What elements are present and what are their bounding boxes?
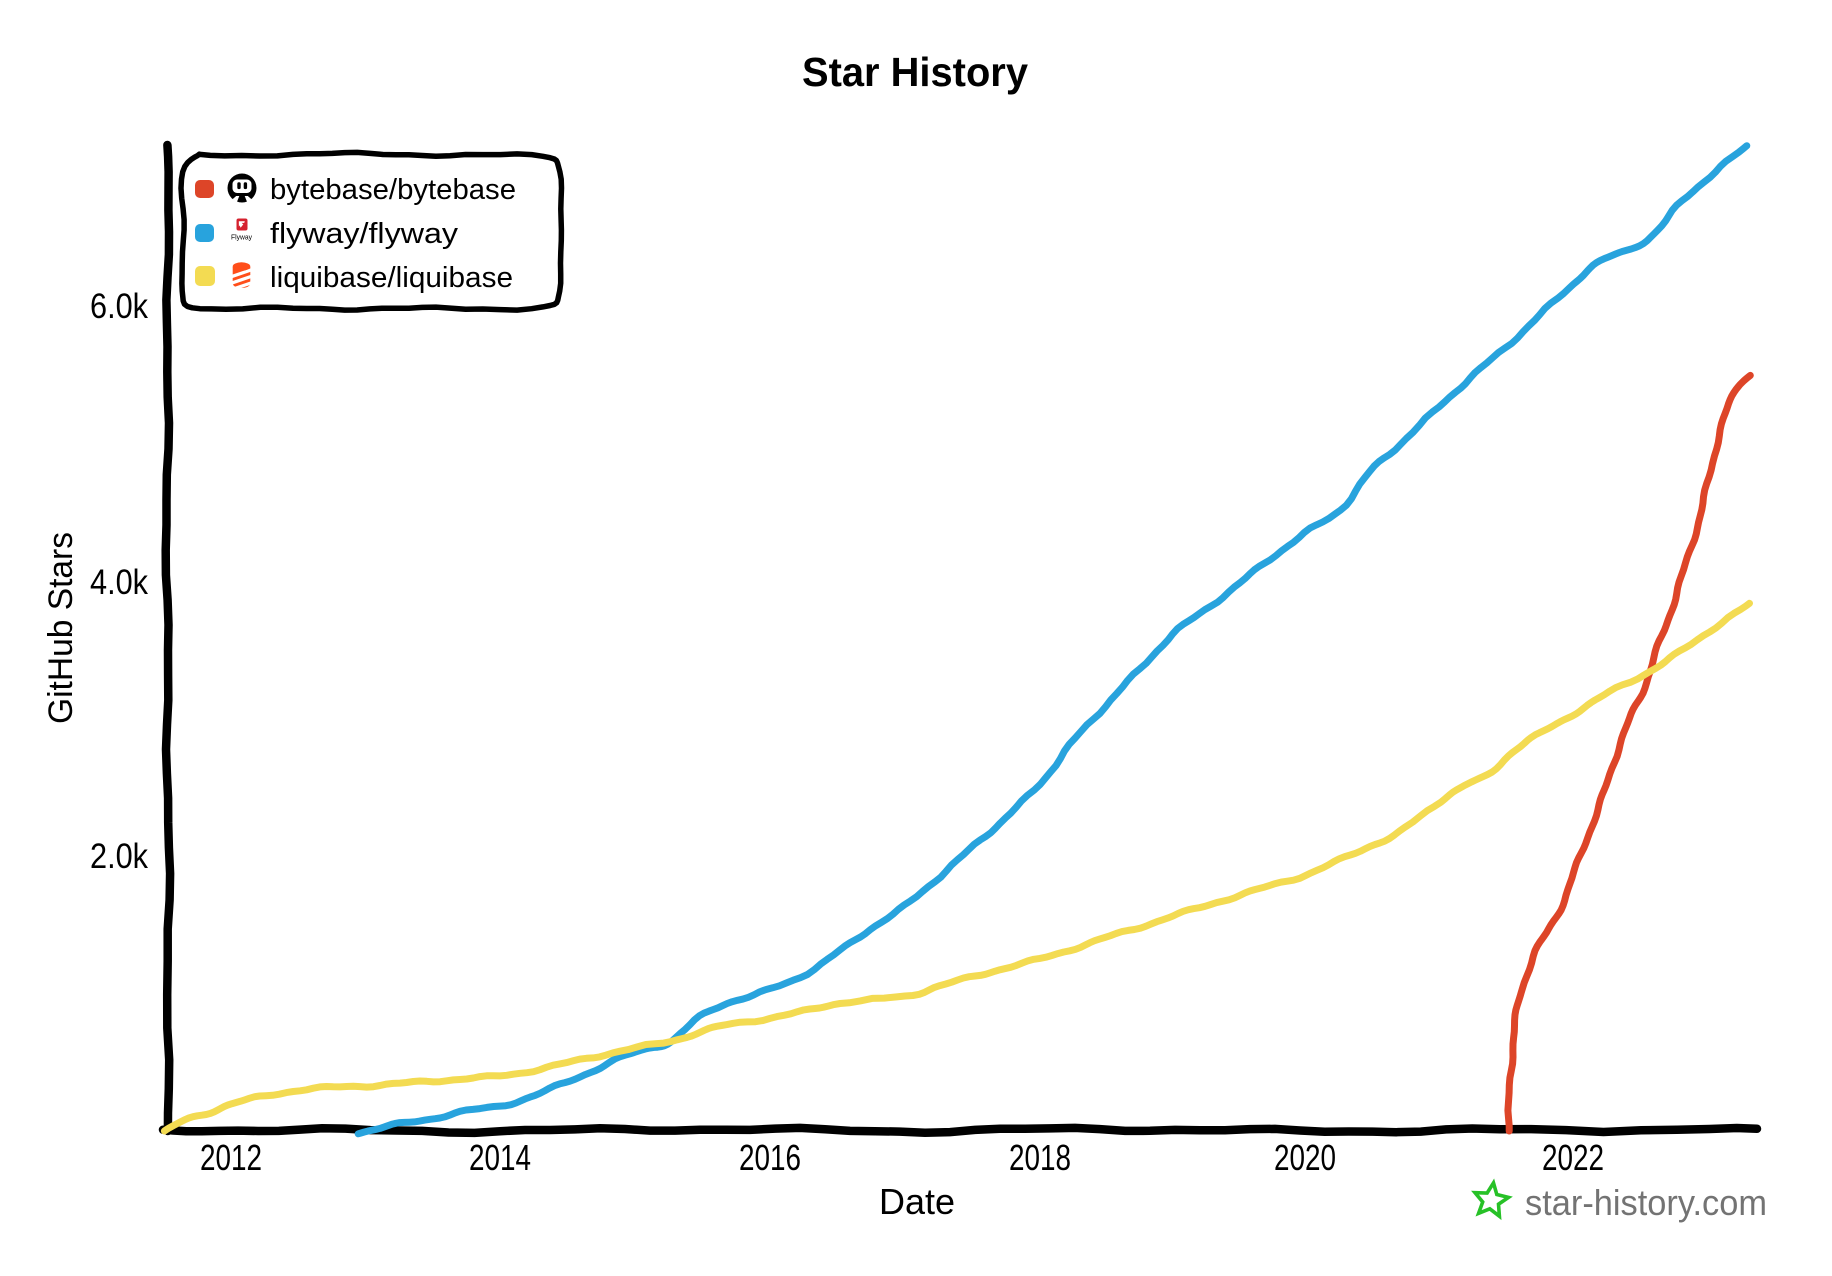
svg-text:2016: 2016 xyxy=(739,1137,801,1178)
svg-text:2022: 2022 xyxy=(1542,1137,1604,1178)
svg-text:flyway/flyway: flyway/flyway xyxy=(270,218,459,250)
svg-text:Star History: Star History xyxy=(802,49,1028,95)
svg-text:star-history.com: star-history.com xyxy=(1525,1182,1767,1223)
svg-text:2.0k: 2.0k xyxy=(90,837,148,876)
svg-text:Flyway: Flyway xyxy=(231,233,252,242)
svg-text:bytebase/bytebase: bytebase/bytebase xyxy=(270,174,516,206)
svg-text:2012: 2012 xyxy=(200,1137,262,1178)
svg-text:6.0k: 6.0k xyxy=(90,287,148,326)
svg-text:Date: Date xyxy=(879,1181,955,1222)
svg-text:liquibase/liquibase: liquibase/liquibase xyxy=(270,262,513,294)
svg-text:GitHub Stars: GitHub Stars xyxy=(42,532,80,724)
svg-text:2020: 2020 xyxy=(1274,1137,1336,1178)
svg-text:2014: 2014 xyxy=(469,1137,531,1178)
svg-text:2018: 2018 xyxy=(1009,1137,1071,1178)
svg-text:4.0k: 4.0k xyxy=(90,563,148,602)
